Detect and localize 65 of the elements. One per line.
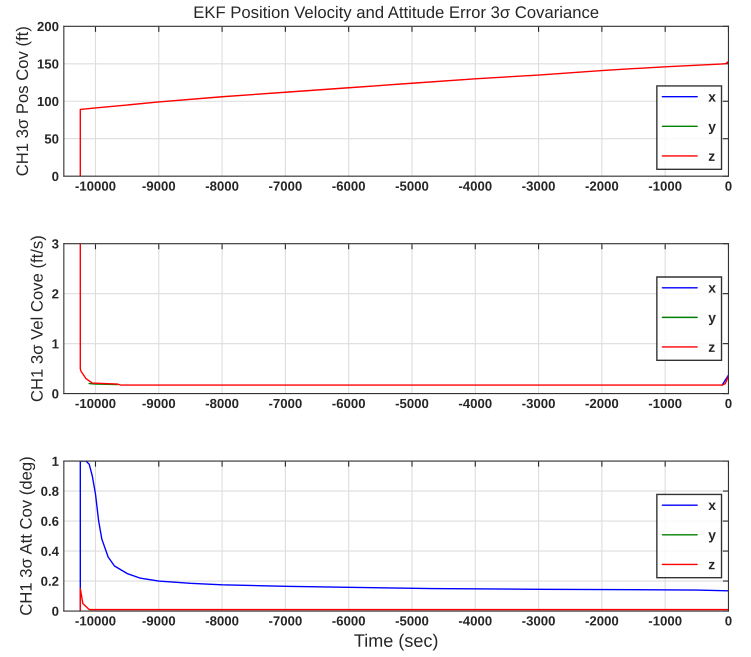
x-tick-label: -8000: [206, 398, 238, 408]
x-axis-title: Time (sec): [354, 634, 438, 651]
x-tick-label: -2000: [586, 398, 618, 408]
y-tick-label: 0: [52, 606, 58, 616]
x-tick-label: -5000: [396, 616, 428, 626]
legend-label: x: [708, 285, 716, 293]
y-tick-label: 1: [52, 456, 59, 466]
x-tick-label: -5000: [396, 181, 428, 191]
legend-label: z: [708, 562, 715, 570]
x-tick-label: -7000: [269, 616, 302, 626]
x-tick-label: -4000: [458, 616, 492, 626]
x-tick-label: 0: [725, 398, 732, 408]
x-tick-label: -9000: [142, 616, 176, 626]
line-series: [80, 588, 728, 612]
x-tick-label: -7000: [269, 181, 302, 191]
x-tick-label: -1000: [648, 616, 682, 626]
x-tick-label: -8000: [206, 616, 238, 626]
x-tick-label: -1000: [648, 181, 682, 191]
legend-label: y: [708, 314, 716, 326]
x-tick-label: -9000: [142, 398, 176, 408]
y-tick-label: 1: [52, 339, 59, 348]
x-tick-label: -2000: [586, 616, 618, 626]
legend-label: z: [708, 153, 715, 161]
y-tick-label: 0.6: [41, 516, 58, 526]
line-series: [80, 244, 728, 386]
x-tick-label: -3000: [522, 398, 555, 408]
x-tick-label: -3000: [522, 181, 555, 191]
legend-label: x: [708, 94, 716, 102]
x-tick-label: -7000: [269, 398, 302, 408]
x-tick-label: -4000: [458, 398, 492, 408]
y-tick-label: 0: [52, 389, 58, 399]
y-tick-label: 200: [37, 22, 58, 32]
x-tick-label: 0: [725, 181, 732, 191]
legend-label: z: [708, 344, 715, 352]
x-tick-label: -2000: [586, 181, 618, 191]
x-tick-label: -6000: [332, 616, 366, 626]
y-tick-label: 0: [52, 172, 58, 182]
x-tick-label: -10000: [75, 398, 116, 408]
y-tick-label: 0.4: [41, 546, 59, 556]
x-tick-label: -4000: [458, 181, 492, 191]
y-tick-label: 150: [38, 59, 58, 69]
y-tick-label: 0.8: [41, 486, 59, 496]
y-axis-title: CH1 3σ Vel Cove (ft/s): [30, 236, 46, 402]
legend-label: y: [708, 532, 716, 543]
x-tick-label: 0: [725, 616, 732, 626]
x-tick-label: -6000: [332, 398, 366, 408]
x-tick-label: -5000: [396, 398, 428, 408]
x-tick-label: -6000: [332, 181, 366, 191]
y-tick-label: 0.2: [41, 576, 58, 586]
y-axis-title: CH1 3σ Pos Cov (ft): [16, 27, 32, 176]
legend-label: y: [708, 124, 716, 134]
x-tick-label: -8000: [206, 181, 238, 191]
y-tick-label: 50: [44, 134, 58, 144]
y-axis-title: CH1 3σ Att Cov (deg): [20, 457, 36, 615]
y-tick-label: 100: [38, 96, 58, 106]
x-tick-label: -9000: [142, 181, 176, 191]
legend-label: x: [708, 502, 716, 510]
x-tick-label: -3000: [522, 616, 555, 626]
y-tick-label: 2: [52, 289, 58, 298]
y-tick-label: 3: [52, 239, 58, 249]
line-series: [80, 60, 728, 176]
chart-title: EKF Position Velocity and Attitude Error 3σ Covariance: [194, 6, 598, 22]
x-tick-label: -10000: [75, 616, 116, 626]
x-tick-label: -1000: [648, 398, 682, 408]
x-tick-label: -10000: [75, 181, 116, 191]
